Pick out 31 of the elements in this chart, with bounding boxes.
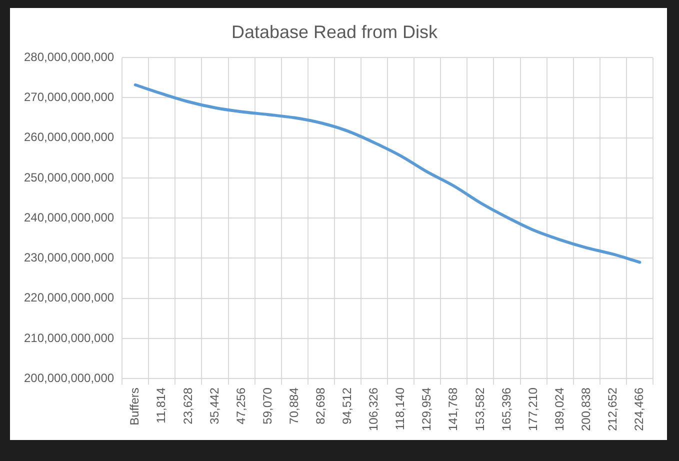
- y-tick-label: 280,000,000,000: [24, 50, 114, 64]
- chart-title: Database Read from Disk: [231, 22, 439, 42]
- x-tick-label: 141,768: [446, 387, 460, 432]
- x-tick-label: 224,466: [632, 387, 646, 432]
- x-tick-label: Buffers: [128, 388, 142, 426]
- y-tick-label: 270,000,000,000: [24, 90, 114, 104]
- x-tick-label: 177,210: [526, 387, 540, 432]
- y-tick-label: 260,000,000,000: [24, 130, 114, 144]
- x-tick-label: 129,954: [420, 387, 434, 432]
- x-tick-label: 189,024: [552, 387, 566, 432]
- x-tick-label: 153,582: [472, 387, 487, 432]
- x-tick-label: 212,652: [605, 387, 620, 432]
- x-tick-label: 47,256: [234, 387, 248, 424]
- x-tick-label: 59,070: [260, 387, 274, 424]
- y-tick-label: 200,000,000,000: [24, 370, 114, 385]
- x-tick-label: 200,838: [578, 387, 593, 432]
- x-tick-label: 35,442: [207, 387, 222, 424]
- x-tick-label: 11,814: [154, 387, 168, 424]
- line-series: [134, 83, 642, 264]
- x-tick-label: 165,396: [499, 387, 514, 432]
- x-tick-label: 70,884: [286, 387, 301, 424]
- x-tick-label: 82,698: [313, 387, 328, 424]
- y-tick-label: 210,000,000,000: [24, 330, 114, 345]
- y-tick-label: 250,000,000,000: [24, 170, 114, 184]
- x-tick-label: 23,628: [180, 387, 195, 424]
- y-tick-label: 220,000,000,000: [24, 290, 114, 305]
- x-tick-label: 106,326: [366, 387, 381, 432]
- y-tick-label: 240,000,000,000: [24, 210, 114, 224]
- x-tick-label: 94,512: [340, 387, 354, 424]
- x-tick-label: 118,140: [393, 387, 408, 430]
- y-tick-label: 230,000,000,000: [24, 250, 114, 265]
